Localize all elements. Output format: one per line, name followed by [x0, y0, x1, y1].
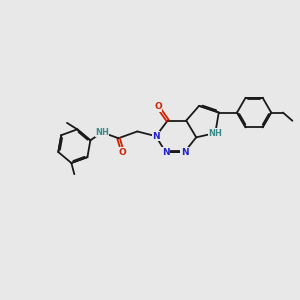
Text: O: O — [154, 102, 162, 111]
Text: NH: NH — [208, 128, 222, 137]
Text: O: O — [119, 148, 127, 157]
Text: N: N — [181, 148, 188, 157]
Text: NH: NH — [95, 128, 109, 137]
Text: N: N — [152, 132, 160, 141]
Text: N: N — [162, 148, 170, 157]
